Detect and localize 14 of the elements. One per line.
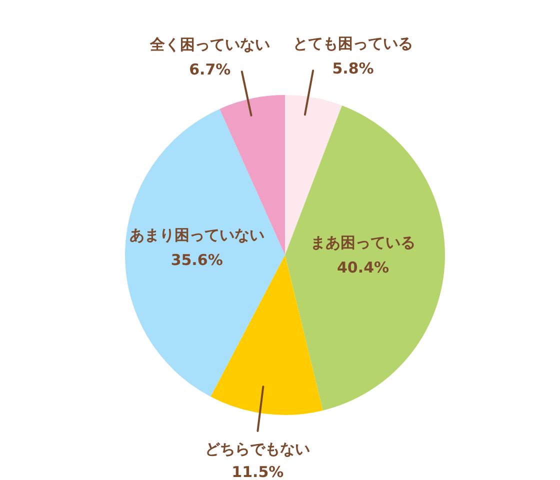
slice-label: どちらでもない xyxy=(205,440,310,458)
slice-label: とても困っている xyxy=(293,34,414,53)
data-label: 6.7% xyxy=(189,60,231,79)
pie-slice xyxy=(220,95,285,255)
data-label: 5.8% xyxy=(332,60,374,78)
data-label: 40.4% xyxy=(337,258,390,277)
pie-slice xyxy=(285,106,445,410)
pie-slice xyxy=(125,108,285,397)
slice-label: 全く困っていない xyxy=(148,36,270,54)
data-label: 11.5% xyxy=(232,463,284,480)
slice-label: あまり困っていない xyxy=(129,226,264,244)
data-label: 35.6% xyxy=(170,250,223,269)
slice-label: まあ困っている xyxy=(310,234,416,252)
pie-slice xyxy=(285,95,342,255)
